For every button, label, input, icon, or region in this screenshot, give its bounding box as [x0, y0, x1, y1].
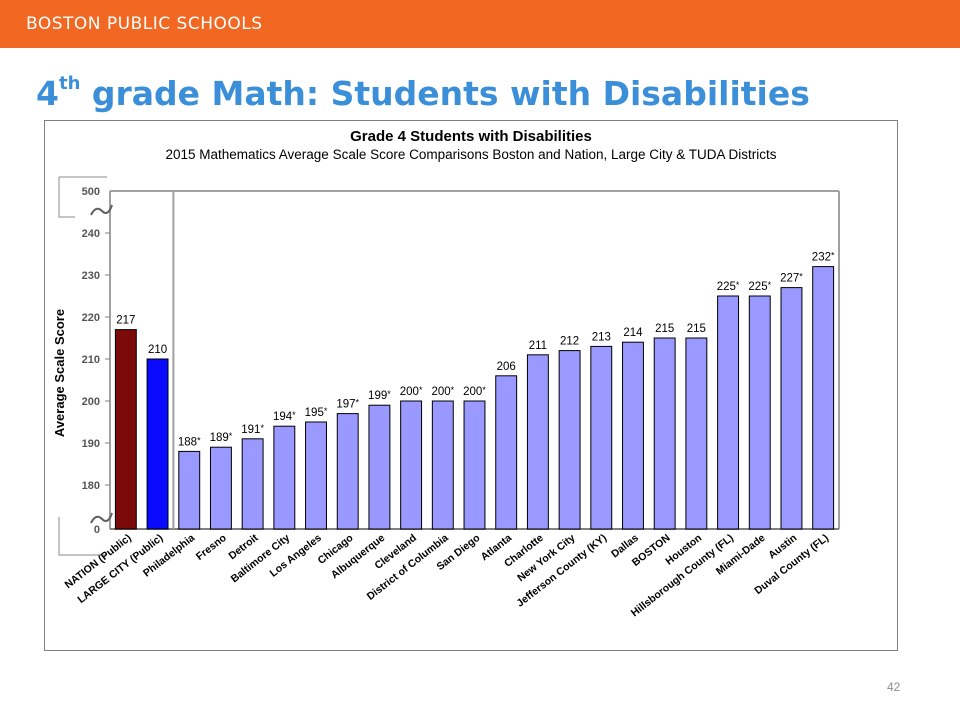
- bar: [495, 375, 518, 530]
- data-label: 212: [560, 336, 579, 348]
- data-label: 217: [116, 315, 135, 327]
- axis-break-squiggle: [90, 512, 113, 524]
- y-axis-label: Average Scale Score: [52, 309, 67, 437]
- data-label: 197*: [336, 398, 359, 411]
- bar: [431, 400, 454, 530]
- y-tick-label: 180: [82, 480, 100, 492]
- slide-title: 4th grade Math: Students with Disabiliti…: [36, 73, 810, 113]
- banner-text: BOSTON PUBLIC SCHOOLS: [26, 14, 263, 34]
- bar: [558, 350, 581, 530]
- data-label: 200*: [400, 385, 423, 398]
- bar: [114, 329, 137, 530]
- data-label: 200*: [431, 385, 454, 398]
- chart-title: Grade 4 Students with Disabilities: [350, 128, 592, 145]
- data-label: 189*: [210, 431, 233, 444]
- data-label: 191*: [241, 423, 264, 436]
- bar: [463, 400, 486, 530]
- bar: [685, 337, 708, 530]
- data-label: 188*: [178, 435, 201, 448]
- data-label: 211: [529, 340, 547, 352]
- data-label: 215: [687, 323, 706, 335]
- bar: [400, 400, 423, 530]
- data-label: 199*: [368, 389, 391, 402]
- bar: [178, 450, 201, 530]
- bar: [209, 446, 232, 530]
- bar: [368, 404, 391, 530]
- bar: [273, 425, 296, 530]
- bar: [336, 413, 359, 530]
- data-label: 225*: [748, 280, 771, 293]
- page-number: 42: [887, 680, 901, 694]
- bar: [748, 295, 771, 530]
- bar: [526, 354, 549, 530]
- axis-break-label: 0: [94, 524, 100, 536]
- chart-subtitle: 2015 Mathematics Average Scale Score Com…: [165, 147, 776, 162]
- bar-chart: Grade 4 Students with Disabilities 2015 …: [52, 128, 840, 619]
- axis-break-box: [58, 176, 107, 218]
- bar: [241, 438, 264, 530]
- data-label: 214: [623, 327, 643, 339]
- chart-frame: Grade 4 Students with Disabilities 2015 …: [44, 120, 898, 651]
- data-label: 210: [148, 344, 167, 356]
- bar: [590, 345, 613, 530]
- data-label: 200*: [463, 385, 486, 398]
- title-prefix: 4: [36, 74, 59, 113]
- axis-break-squiggle: [90, 204, 113, 216]
- y-tick-label: 220: [82, 312, 100, 324]
- y-tick-label: 200: [82, 396, 100, 408]
- data-label: 225*: [717, 280, 740, 293]
- bar: [812, 266, 835, 530]
- bar: [653, 337, 676, 530]
- data-label: 213: [592, 331, 611, 343]
- data-label: 195*: [305, 406, 328, 419]
- data-label: 215: [655, 323, 674, 335]
- bar: [780, 287, 803, 530]
- bar: [305, 421, 327, 530]
- y-tick-label: 230: [82, 270, 100, 282]
- title-rest: grade Math: Students with Disabilities: [80, 74, 810, 113]
- axis-break-box: [58, 517, 107, 556]
- header-banner: BOSTON PUBLIC SCHOOLS: [0, 0, 960, 48]
- axis-break-label: 500: [82, 186, 100, 198]
- y-tick-label: 190: [82, 438, 100, 450]
- data-label: 206: [497, 361, 516, 373]
- data-label: 232*: [812, 251, 835, 264]
- bar: [717, 295, 740, 530]
- y-tick-label: 240: [82, 228, 100, 240]
- bar: [146, 358, 169, 530]
- y-tick-label: 210: [82, 354, 100, 366]
- x-tick-label: Fresno: [194, 532, 229, 563]
- data-label: 227*: [780, 272, 803, 285]
- bar: [622, 341, 644, 530]
- data-label: 194*: [273, 410, 296, 423]
- title-superscript: th: [58, 73, 81, 94]
